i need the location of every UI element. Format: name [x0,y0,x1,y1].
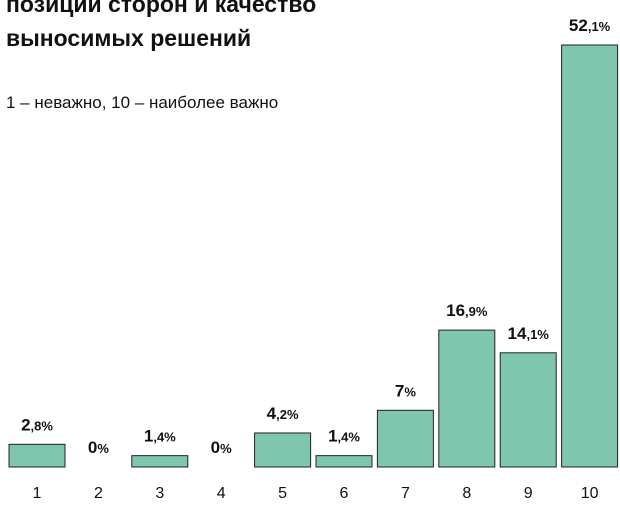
bar [499,352,557,468]
x-tick-label: 10 [581,485,599,502]
chart-title: выносимых решений [6,25,251,51]
bar [131,455,189,468]
x-tick-label: 9 [524,485,533,502]
x-tick-label: 6 [340,485,349,502]
bar [254,432,312,468]
value-label: 16,9% [446,301,488,320]
value-label: 14,1% [508,324,550,343]
chart-title: позиции сторон и качество [6,0,316,17]
bar [561,44,619,468]
bar [438,329,496,468]
x-tick-label: 4 [217,485,226,502]
value-label: 52,1% [569,16,611,35]
value-label: 0% [211,438,232,457]
bar [8,443,66,468]
x-tick-label: 5 [278,485,287,502]
x-tick-label: 3 [155,485,164,502]
x-tick-label: 8 [462,485,471,502]
x-tick-label: 2 [94,485,103,502]
value-label: 1,4% [328,427,360,446]
value-label: 1,4% [144,427,176,446]
value-label: 0% [88,438,109,457]
value-label: 2,8% [21,415,53,434]
bar [376,409,434,468]
x-tick-label: 1 [33,485,42,502]
value-label: 4,2% [267,404,299,423]
x-tick-label: 7 [401,485,410,502]
chart-subtitle: 1 – неважно, 10 – наиболее важно [6,93,278,112]
bar [315,455,373,468]
value-label: 7% [395,381,416,400]
